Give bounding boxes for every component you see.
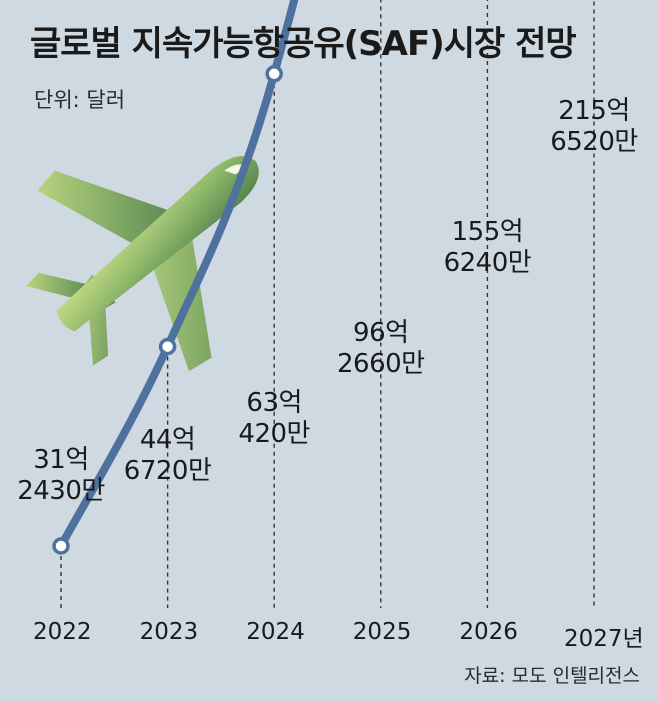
unit-label: 단위: 달러 <box>34 88 126 112</box>
chart-title: 글로벌 지속가능항공유(SAF)시장 전망 <box>30 24 577 64</box>
data-label-eok: 63억 <box>246 388 302 418</box>
data-label-man: 6240만 <box>443 248 532 278</box>
x-tick-label: 2026 <box>459 619 518 645</box>
data-label-man: 6520만 <box>550 127 638 157</box>
data-label-eok: 31억 <box>33 445 89 475</box>
data-label: 31억 2430만 <box>6 445 116 507</box>
data-label-man: 6720만 <box>123 456 212 486</box>
x-tick-label: 2023 <box>139 619 199 645</box>
data-point <box>265 65 283 83</box>
data-point <box>52 537 70 555</box>
data-label-eok: 155억 <box>451 217 524 247</box>
series-line <box>57 0 299 550</box>
data-label-eok: 215억 <box>558 96 630 126</box>
source-note: 자료: 모도 인텔리전스 <box>464 665 640 687</box>
x-tick-label: 2027년 <box>564 626 644 652</box>
x-tick-label: 2025 <box>352 619 412 645</box>
airplane-icon <box>26 156 259 372</box>
data-label-man: 2430만 <box>17 476 105 506</box>
x-tick-label: 2022 <box>33 619 92 645</box>
data-label: 155억 6240만 <box>432 217 542 279</box>
data-label: 96억 2660만 <box>326 318 436 380</box>
data-label-eok: 96억 <box>353 318 409 348</box>
data-label-man: 2660만 <box>337 349 425 379</box>
data-label: 63억 420만 <box>219 388 329 450</box>
data-label-man: 420만 <box>238 419 310 449</box>
data-label-eok: 44억 <box>139 425 196 455</box>
data-label: 215억 6520만 <box>539 96 649 158</box>
data-point <box>158 337 177 356</box>
x-tick-label: 2024 <box>246 619 305 645</box>
data-label: 44억 6720만 <box>113 425 223 487</box>
